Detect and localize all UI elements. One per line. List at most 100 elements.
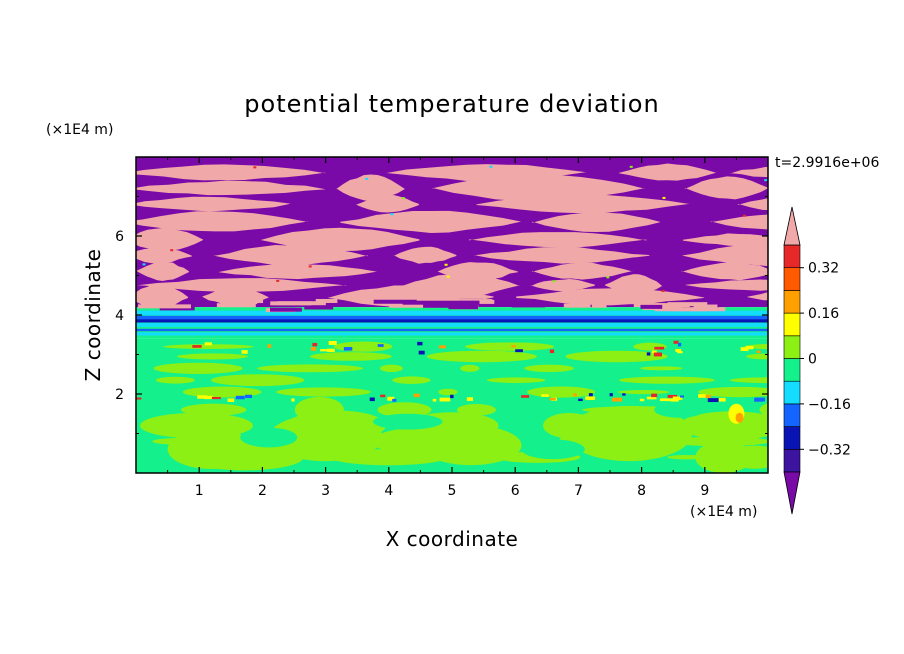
lime-streak: [617, 389, 670, 395]
time-label: t=2.9916e+06: [775, 155, 879, 171]
x-tick-label: 3: [321, 483, 330, 499]
warm-spot: [646, 396, 657, 400]
warm-spot: [380, 394, 386, 398]
pink-streak: [685, 279, 768, 291]
lime-streak: [679, 411, 768, 440]
transition-band: [136, 332, 768, 336]
warm-spot: [417, 341, 423, 346]
pink-streak: [340, 210, 522, 234]
colorbar-segment: [783, 335, 801, 359]
lime-streak: [257, 364, 364, 373]
warm-spot: [756, 350, 761, 354]
lime-streak: [524, 364, 574, 373]
pink-streak: [531, 262, 633, 280]
contour-field: [136, 157, 768, 473]
warm-spot: [718, 397, 726, 402]
transition-band: [136, 322, 768, 327]
pink-streak: [393, 246, 457, 264]
transition-band: [136, 315, 768, 320]
y-axis-ticks: 2 4 6: [115, 196, 768, 434]
pink-streak: [136, 180, 325, 196]
noise-dot: [662, 196, 666, 199]
lime-streak: [426, 350, 537, 363]
pink-streak: [730, 166, 768, 178]
noise-dot: [489, 165, 493, 168]
warm-spot: [450, 394, 454, 399]
warm-spot: [310, 347, 317, 351]
noise-dot: [170, 249, 174, 252]
warm-spot: [670, 398, 679, 402]
y-tick-label: 2: [115, 387, 124, 403]
hot-patch: [735, 412, 744, 423]
pink-streak: [532, 212, 660, 232]
warm-spot: [659, 398, 671, 402]
colorbar-segment: [783, 312, 801, 337]
transition-patch: [591, 303, 607, 308]
warm-spot: [549, 349, 555, 354]
colorbar-extend-bottom: [783, 471, 801, 515]
warm-spot: [413, 393, 420, 398]
warm-spot: [392, 398, 397, 402]
transition-patch: [563, 303, 591, 308]
warm-spot: [387, 396, 395, 401]
pink-streak: [681, 244, 768, 267]
lime-streak: [176, 353, 248, 360]
warm-spot: [698, 394, 707, 398]
x-tick-label: 7: [574, 483, 583, 499]
noise-dot: [743, 214, 747, 217]
pink-streak: [136, 283, 189, 310]
warm-spot: [754, 397, 765, 402]
colorbar-segment: [783, 290, 801, 314]
pink-streak: [336, 174, 405, 202]
colorbar-segment: [783, 358, 801, 382]
warm-spot: [203, 395, 213, 400]
lime-streak: [276, 387, 371, 397]
warm-spot: [578, 398, 583, 401]
noise-dot: [365, 177, 369, 180]
noise-dot: [253, 166, 257, 169]
lime-streak: [153, 362, 243, 374]
pink-streak: [355, 195, 419, 213]
warm-spot: [675, 349, 682, 353]
transition-patch: [576, 300, 620, 305]
warm-spot: [466, 397, 474, 401]
pink-streak: [136, 278, 347, 292]
pink-streak: [476, 194, 690, 214]
colorbar-segment: [783, 448, 801, 473]
noise-dot: [629, 165, 633, 168]
transition-patch: [276, 301, 326, 306]
x-tick-label: 5: [448, 483, 457, 499]
x-axis-ticks: 1 2 3 4 5 6 7 8 9: [167, 157, 737, 499]
transition-patch: [315, 298, 338, 303]
warm-spot: [241, 350, 248, 354]
warm-spot: [588, 393, 593, 397]
warm-spot: [327, 348, 335, 352]
lime-streak: [729, 377, 768, 384]
lime-streak: [392, 376, 431, 384]
pink-streak: [618, 163, 717, 181]
warm-spot: [740, 347, 749, 351]
transition-patch: [667, 302, 708, 307]
lime-streak: [669, 436, 768, 447]
lime-streak: [527, 386, 596, 398]
colorbar-label: −0.32: [808, 442, 851, 458]
transition-patch: [458, 300, 480, 305]
lime-blob: [268, 413, 383, 462]
warm-spot: [651, 350, 657, 354]
pink-streak: [684, 176, 768, 200]
warm-spot: [439, 397, 451, 402]
colorbar-segment: [783, 244, 801, 269]
lime-streak: [182, 386, 262, 398]
warm-spot: [541, 394, 549, 397]
warm-spot: [197, 395, 207, 399]
teal-swirl: [654, 401, 705, 418]
transition-patch: [511, 303, 545, 308]
warm-spot: [192, 345, 202, 348]
warm-spot: [679, 395, 684, 398]
warm-spot: [521, 395, 530, 398]
pink-streak: [136, 227, 204, 252]
y-axis-label: Z coordinate: [81, 249, 105, 382]
lime-streak: [698, 386, 768, 398]
transition-patch: [221, 300, 258, 305]
x-tick-label: 8: [637, 483, 646, 499]
